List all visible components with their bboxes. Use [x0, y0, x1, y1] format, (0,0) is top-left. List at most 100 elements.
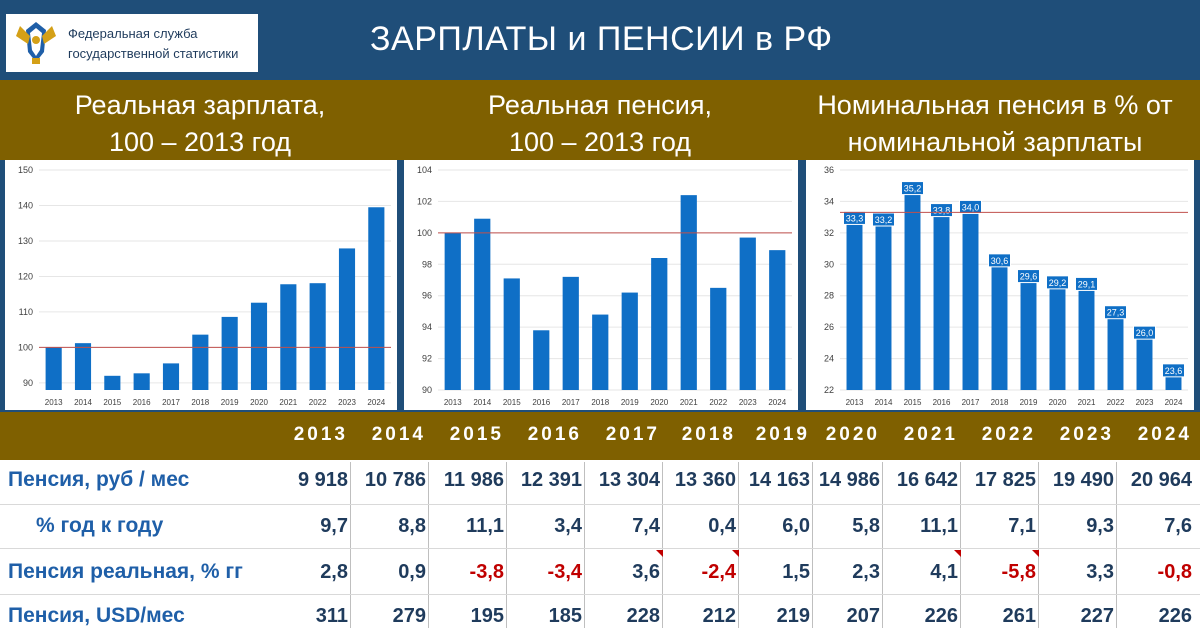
column-divider [584, 462, 585, 628]
table-year-band [0, 412, 1200, 460]
table-cell: 185 [548, 605, 582, 627]
table-cell: 9 918 [297, 469, 348, 491]
y-tick-label: 120 [18, 271, 33, 281]
table-cell: 19 490 [1052, 469, 1114, 491]
panel-title-line: 100 – 2013 год [508, 127, 692, 157]
table-cell: 5,8 [852, 515, 880, 537]
bar [503, 278, 520, 390]
y-tick-label: 30 [824, 259, 834, 269]
data-label-box [1162, 363, 1185, 378]
bar [562, 276, 579, 390]
comment-marker-icon [656, 550, 663, 557]
bar [680, 195, 697, 390]
bar [444, 232, 461, 390]
x-tick-label: 2021 [680, 398, 698, 407]
column-divider [662, 462, 663, 628]
x-tick-label: 2016 [133, 398, 151, 407]
y-tick-label: 140 [18, 200, 33, 210]
y-tick-label: 150 [18, 165, 33, 175]
x-tick-label: 2024 [768, 398, 786, 407]
panel-title-band [0, 80, 1200, 160]
column-divider [960, 462, 961, 628]
table-cell: -2,4 [701, 561, 736, 583]
table-year-header-cell: 2018 [681, 424, 736, 445]
y-tick-label: 90 [23, 378, 33, 388]
x-tick-label: 2016 [933, 398, 951, 407]
x-tick-label: 2015 [904, 398, 922, 407]
table-cell: 279 [392, 605, 426, 627]
chart-pension-ratio: 22 24 26 28 30 32 34 36 2013 33,3 2014 33,2 2015 35,2… [806, 160, 1194, 410]
data-label: 34,0 [962, 202, 980, 212]
data-label-box [901, 181, 924, 196]
table-year-header-cell: 2014 [371, 424, 426, 445]
comment-marker-icon [1032, 550, 1039, 557]
chart-real-pension: 90 92 94 96 98 100 102 104 2013 2014 2015 2016 2017 2… [404, 160, 798, 410]
table-cell: 227 [1080, 605, 1114, 627]
table-cell: 2,3 [852, 561, 880, 583]
data-label-box [872, 212, 895, 227]
panel-title-line: номинальной зарплаты [847, 127, 1143, 157]
column-divider [428, 462, 429, 628]
x-tick-label: 2022 [1107, 398, 1125, 407]
y-tick-label: 100 [417, 228, 432, 238]
x-tick-label: 2015 [103, 398, 121, 407]
x-tick-label: 2020 [250, 398, 268, 407]
bar [250, 302, 268, 390]
table-year-header-cell: 2021 [903, 424, 958, 445]
table-cell: -0,8 [1157, 561, 1192, 583]
x-tick-label: 2023 [338, 398, 356, 407]
x-tick-label: 2015 [503, 398, 521, 407]
column-divider [812, 462, 813, 628]
x-tick-label: 2021 [279, 398, 297, 407]
data-label-box [988, 253, 1011, 268]
data-label: 27,3 [1107, 308, 1125, 318]
x-tick-label: 2014 [875, 398, 893, 407]
column-divider [350, 462, 351, 628]
column-divider [1038, 462, 1039, 628]
bar [592, 314, 609, 390]
panel-title-line: Реальная пенсия, [488, 90, 712, 120]
table-cell: 228 [626, 605, 660, 627]
y-tick-label: 102 [417, 196, 432, 206]
bar [962, 201, 979, 390]
table-cell: 12 391 [520, 469, 582, 491]
x-tick-label: 2016 [532, 398, 550, 407]
table-cell: 11,1 [466, 515, 504, 537]
data-label: 23,6 [1165, 366, 1183, 376]
y-tick-label: 94 [422, 322, 432, 332]
y-tick-label: 28 [824, 291, 834, 301]
table-year-header-cell: 2024 [1137, 424, 1192, 445]
x-tick-label: 2019 [1020, 398, 1038, 407]
x-tick-label: 2020 [650, 398, 668, 407]
panel-title-real-wage: Реальная зарплата, 100 – 2013 год [0, 87, 400, 161]
table-cell: 14 986 [818, 469, 880, 491]
column-divider [1116, 462, 1117, 628]
table-cell: 10 786 [364, 469, 426, 491]
table-cell: 2,8 [320, 561, 348, 583]
x-tick-label: 2020 [1049, 398, 1067, 407]
table-cell: 3,6 [632, 561, 660, 583]
x-tick-label: 2013 [444, 398, 462, 407]
column-divider [882, 462, 883, 628]
table-cell: 17 825 [974, 469, 1036, 491]
bar [933, 204, 950, 390]
panel-title-pension-ratio: Номинальная пенсия в % от номинальной за… [790, 87, 1200, 161]
x-tick-label: 2017 [962, 398, 980, 407]
panel-title-line: 100 – 2013 год [108, 127, 292, 157]
table-row-label: Пенсия, руб / мес [8, 468, 190, 491]
data-label: 26,0 [1136, 328, 1154, 338]
x-tick-label: 2017 [562, 398, 580, 407]
table-cell: 4,1 [930, 561, 958, 583]
table-cell: 261 [1002, 605, 1036, 627]
y-tick-label: 96 [422, 291, 432, 301]
panel-title-line: Номинальная пенсия в % от [817, 90, 1173, 120]
data-label: 30,6 [991, 256, 1009, 266]
comment-marker-icon [732, 550, 739, 557]
table-cell: 11 986 [443, 469, 504, 491]
table-cell: 0,9 [398, 561, 426, 583]
table-row-label: Пенсия, USD/мес [8, 604, 185, 627]
x-tick-label: 2021 [1078, 398, 1096, 407]
table-cell: -5,8 [1001, 561, 1036, 583]
table-year-header-cell: 2019 [755, 424, 810, 445]
table-cell: 7,4 [632, 515, 660, 537]
